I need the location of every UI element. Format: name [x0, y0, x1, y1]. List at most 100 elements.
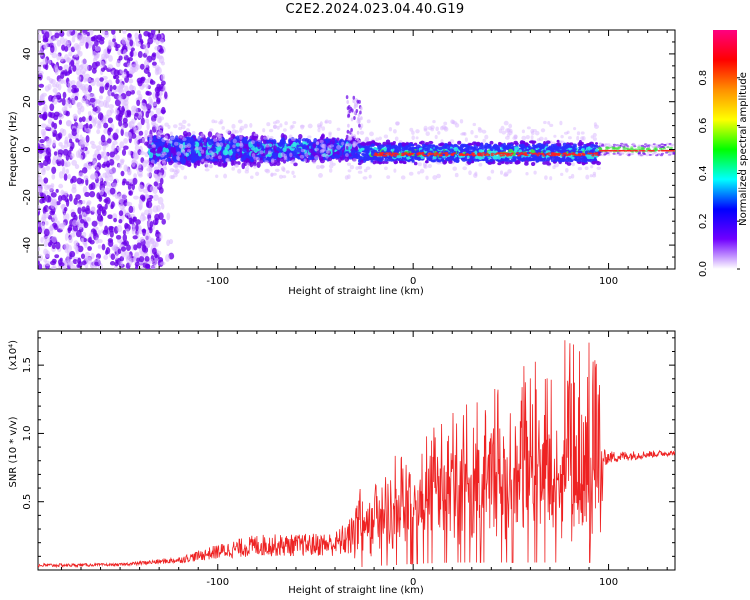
- heat-cell: [216, 143, 220, 148]
- heat-cell: [127, 73, 133, 78]
- heat-cell: [116, 224, 123, 233]
- heat-cell: [52, 139, 57, 147]
- heat-cell: [52, 133, 57, 138]
- heat-cell: [105, 181, 111, 187]
- heat-cell: [191, 157, 195, 164]
- heat-cell: [91, 144, 97, 149]
- heat-cell: [383, 146, 388, 152]
- heat-cell: [499, 170, 504, 175]
- heat-cell: [128, 120, 135, 129]
- heat-cell: [146, 172, 152, 178]
- heat-cell: [452, 166, 457, 171]
- heat-cell: [362, 176, 368, 180]
- heat-cell: [276, 125, 280, 130]
- heat-cell: [596, 166, 601, 171]
- heat-cell: [212, 138, 218, 142]
- heat-cell: [137, 163, 142, 169]
- heat-cell: [347, 105, 351, 109]
- heat-cell: [266, 122, 271, 127]
- heat-cell: [521, 129, 526, 134]
- heat-cell: [321, 133, 325, 139]
- heat-cell: [312, 142, 317, 149]
- heat-cell: [278, 142, 283, 146]
- heat-cell: [136, 99, 141, 107]
- heat-cell: [155, 97, 161, 105]
- heat-cell: [502, 149, 507, 153]
- heat-cell: [130, 49, 134, 58]
- heat-cell: [484, 142, 489, 148]
- heat-cell: [38, 246, 41, 252]
- heat-cell: [139, 255, 145, 263]
- heat-cell: [76, 75, 82, 81]
- heat-cell: [435, 126, 439, 132]
- heat-cell: [52, 88, 58, 93]
- heat-cell: [96, 145, 102, 151]
- heat-cell: [50, 45, 55, 53]
- heat-cell: [68, 51, 73, 57]
- heat-cell: [134, 261, 140, 267]
- heat-cell: [44, 85, 50, 92]
- heat-cell: [127, 33, 132, 38]
- heat-cell: [99, 180, 104, 186]
- heat-cell: [126, 131, 132, 140]
- heat-cell: [470, 129, 474, 135]
- heat-cell: [105, 95, 111, 103]
- heat-cell: [324, 153, 329, 159]
- heat-cell: [84, 263, 89, 269]
- heat-cell: [99, 80, 104, 87]
- heat-cell: [553, 134, 557, 138]
- heat-cell: [462, 143, 467, 148]
- heat-cell: [71, 35, 76, 43]
- heat-cell: [119, 203, 126, 210]
- heat-cell: [95, 237, 99, 245]
- heat-cell: [165, 148, 169, 153]
- heat-cell: [49, 224, 54, 231]
- heat-cell: [464, 137, 468, 142]
- heat-cell: [346, 129, 350, 134]
- heat-cell: [67, 173, 71, 180]
- heat-cell: [160, 124, 164, 129]
- heat-cell: [143, 59, 150, 68]
- heat-cell: [177, 138, 182, 144]
- heat-cell: [118, 95, 123, 102]
- heat-cell: [64, 233, 69, 241]
- heat-cell: [122, 193, 127, 201]
- heat-cell: [97, 229, 102, 236]
- heat-cell: [234, 129, 239, 134]
- heat-cell: [65, 198, 70, 207]
- heat-cell: [43, 184, 50, 191]
- heat-cell: [152, 143, 156, 147]
- heat-cell: [123, 240, 129, 247]
- heat-cell: [38, 204, 41, 212]
- heat-cell: [350, 127, 353, 132]
- heat-cell: [103, 254, 109, 260]
- heat-cell: [81, 167, 88, 174]
- heat-cell: [71, 183, 77, 190]
- heat-cell: [119, 141, 125, 149]
- heat-cell: [153, 113, 158, 119]
- heat-cell: [159, 116, 165, 121]
- heat-cell: [164, 142, 168, 149]
- heat-cell: [357, 116, 360, 121]
- heat-cell: [299, 154, 305, 159]
- heat-cell: [115, 43, 121, 49]
- heat-cell: [43, 228, 50, 237]
- heat-cell: [136, 242, 142, 249]
- heat-cell: [365, 166, 371, 170]
- heat-cell: [400, 175, 406, 180]
- heat-cell: [547, 121, 551, 125]
- heat-cell: [122, 49, 127, 57]
- heat-cell: [51, 62, 55, 67]
- heat-cell: [111, 92, 115, 97]
- heat-cell: [125, 228, 130, 235]
- heat-cell: [64, 141, 69, 149]
- heat-cell: [291, 170, 295, 175]
- heat-cell: [538, 136, 544, 141]
- heat-cell: [149, 164, 153, 169]
- heat-cell: [490, 169, 495, 174]
- heat-cell: [221, 125, 225, 130]
- heat-cell: [45, 124, 51, 130]
- heat-cell: [354, 102, 357, 107]
- heat-cell: [70, 178, 74, 184]
- heat-cell: [264, 148, 269, 155]
